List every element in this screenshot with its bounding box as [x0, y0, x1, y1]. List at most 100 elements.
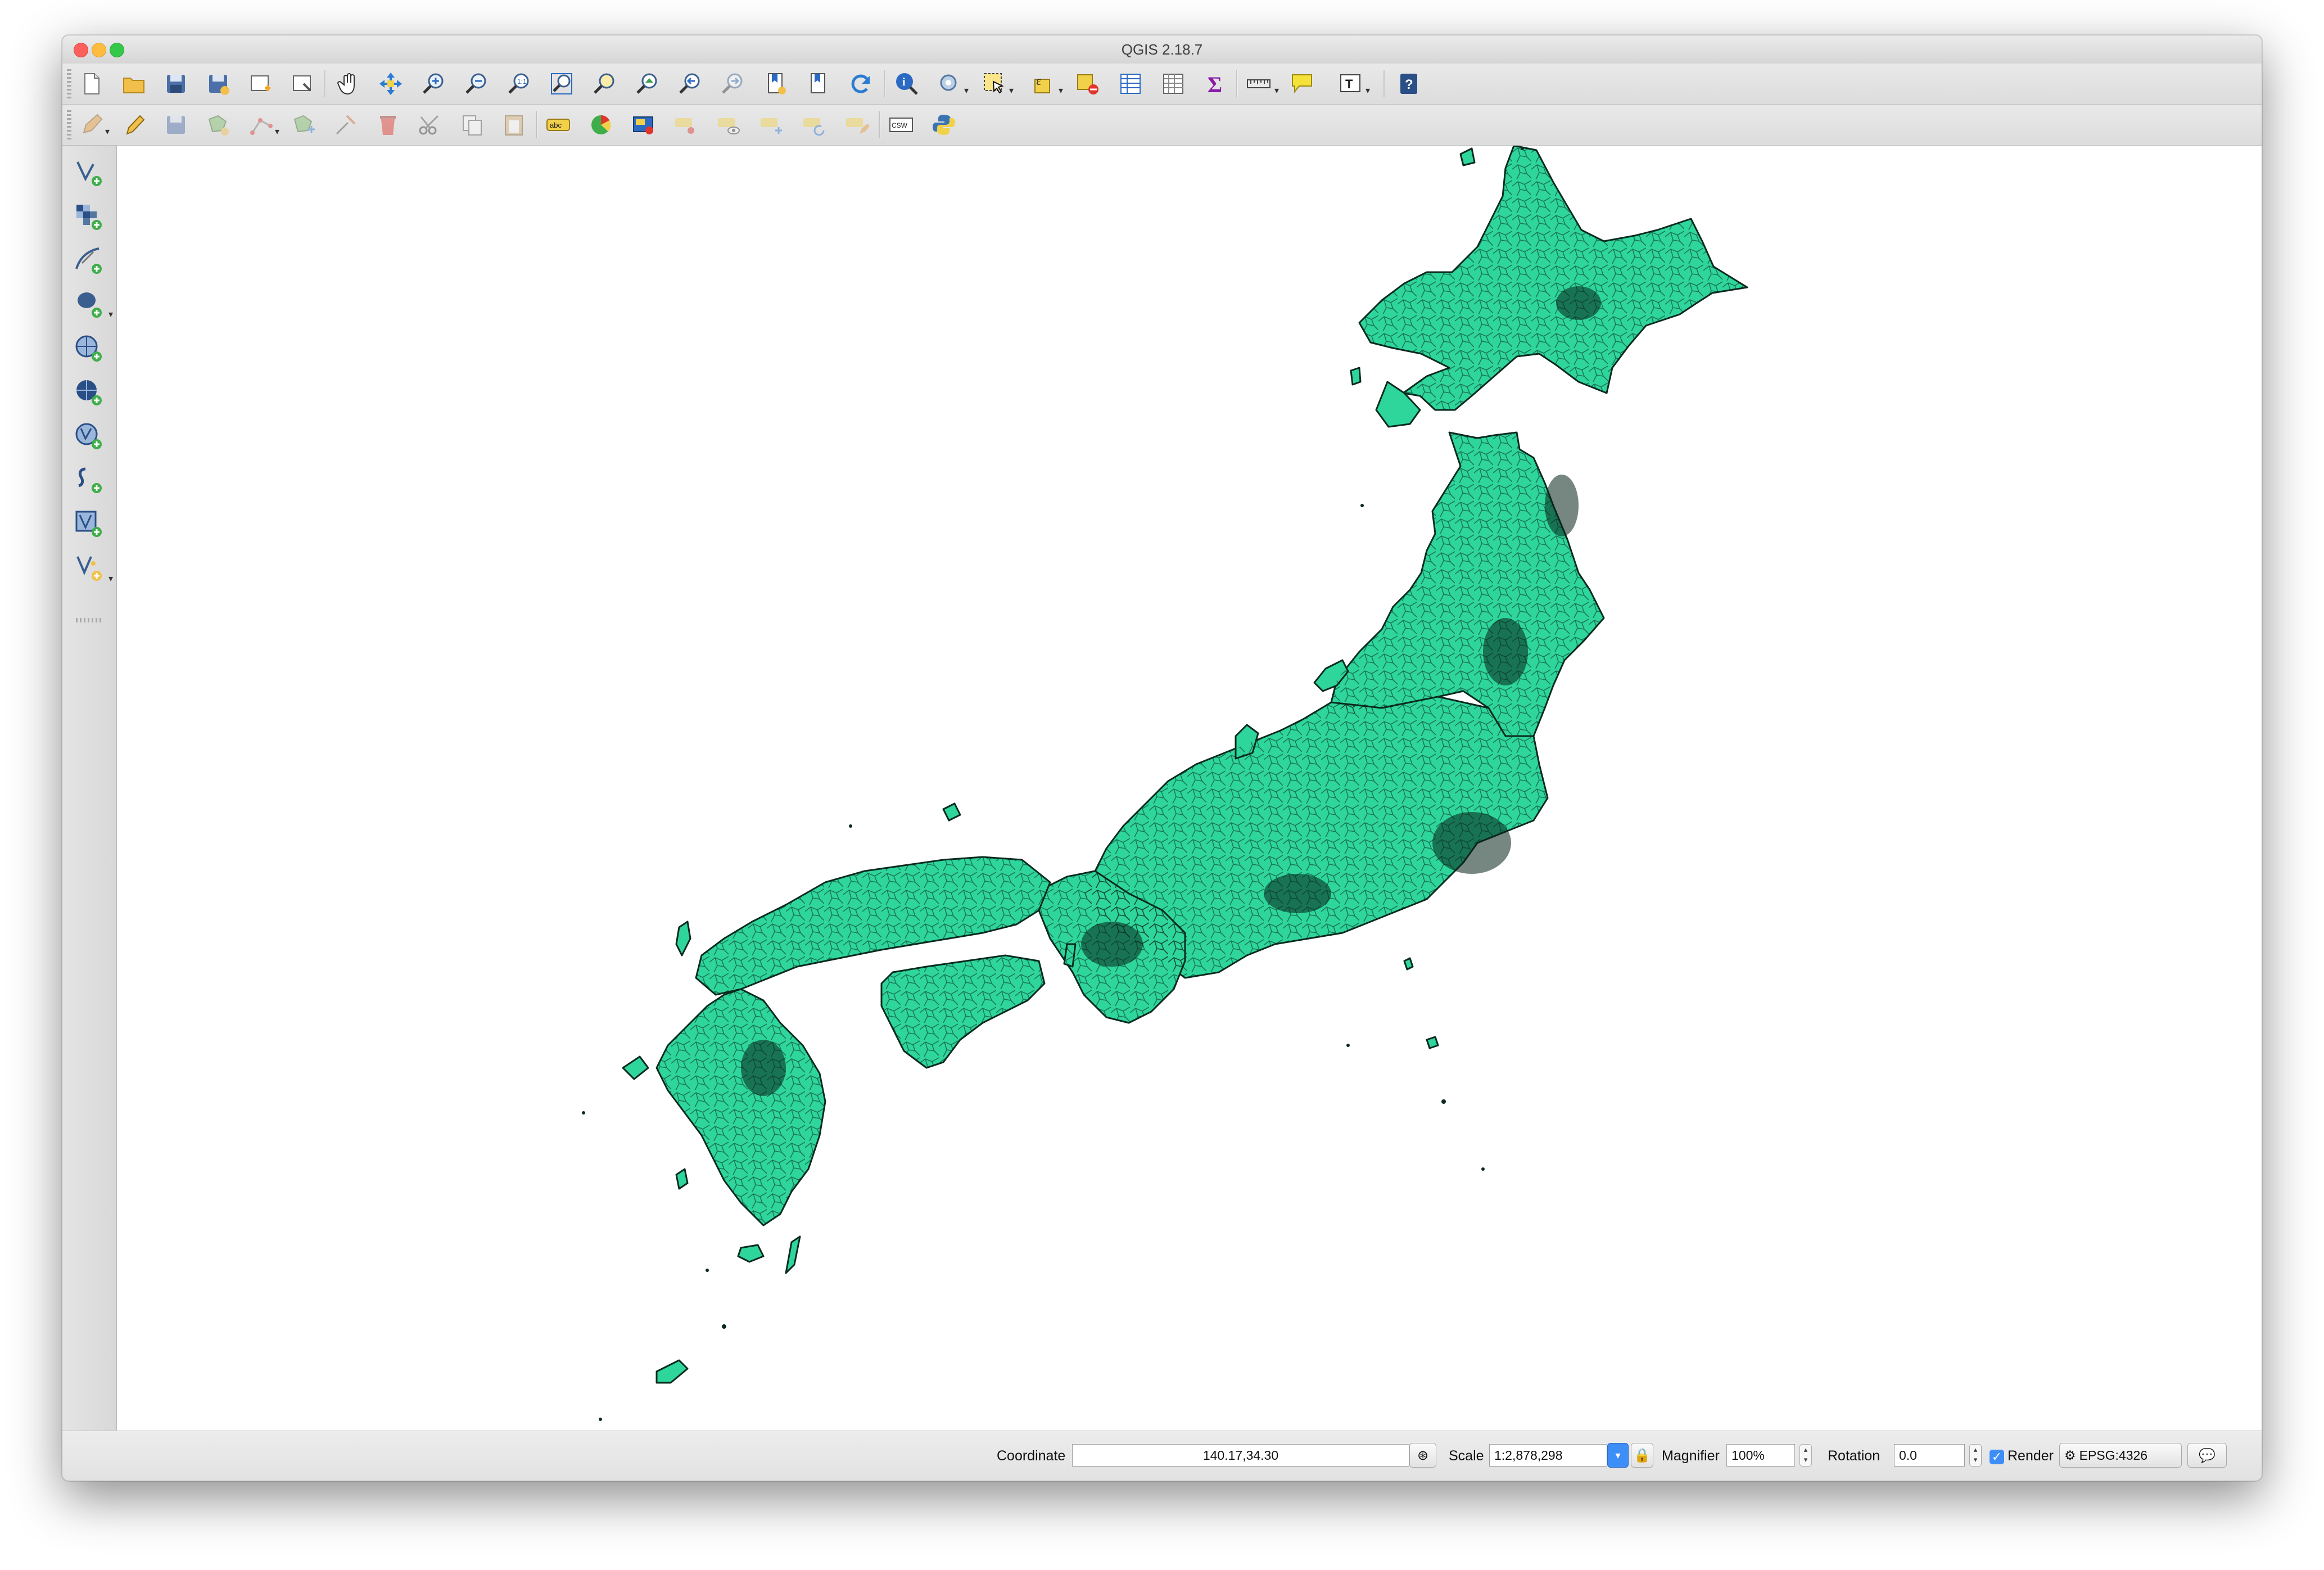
add-postgis-layer-icon[interactable] — [73, 288, 106, 322]
statistics-icon[interactable]: Σ — [1202, 70, 1229, 97]
add-raster-layer-icon[interactable] — [73, 201, 106, 234]
move-feature-icon[interactable] — [290, 111, 317, 138]
goto-islands — [622, 1055, 649, 1080]
chevron-down-icon[interactable]: ▾ — [108, 574, 114, 584]
toggle-extents-icon[interactable]: ⊛ — [1409, 1443, 1436, 1468]
add-spatialite-layer-icon[interactable] — [73, 464, 106, 498]
open-project-icon[interactable] — [120, 70, 147, 97]
chevron-down-icon[interactable]: ▾ — [1274, 86, 1279, 96]
pin-labels-icon[interactable] — [673, 111, 700, 138]
magnifier-stepper[interactable]: ▴ ▾ — [1799, 1444, 1812, 1467]
zoom-actual-icon[interactable]: 1:1 — [505, 70, 532, 97]
close-window-button[interactable] — [74, 43, 88, 57]
refresh-icon[interactable] — [847, 70, 874, 97]
composer-manager-icon[interactable] — [289, 70, 316, 97]
zoom-last-icon[interactable] — [676, 70, 703, 97]
add-wms-layer-icon[interactable] — [73, 332, 106, 366]
chevron-down-icon[interactable]: ▾ — [1009, 86, 1014, 96]
tsushima-island — [675, 921, 691, 957]
izu-islands-south — [1426, 1036, 1439, 1049]
zoom-full-icon[interactable] — [548, 70, 575, 97]
zoom-in-icon[interactable] — [420, 70, 447, 97]
rishiri-island — [1459, 147, 1476, 166]
new-bookmark-icon[interactable] — [762, 70, 789, 97]
field-calculator-icon[interactable] — [1160, 70, 1187, 97]
lock-scale-icon[interactable]: 🔒 — [1631, 1443, 1653, 1468]
run-feature-action-icon[interactable] — [936, 70, 963, 97]
layer-diagram-icon[interactable] — [587, 111, 614, 138]
rotation-stepper[interactable]: ▴ ▾ — [1969, 1444, 1982, 1467]
node-tool-icon[interactable] — [248, 111, 275, 138]
chevron-down-icon[interactable]: ▾ — [275, 127, 280, 137]
layer-labeling-icon[interactable] — [630, 111, 657, 138]
map-tips-icon[interactable] — [1289, 70, 1316, 97]
toolbar-grip[interactable] — [76, 618, 103, 622]
text-annotation-icon[interactable]: T — [1337, 70, 1364, 97]
change-label-icon[interactable] — [844, 111, 871, 138]
add-wcs-layer-icon[interactable] — [73, 376, 106, 410]
magnifier-field[interactable]: 100% — [1726, 1444, 1795, 1467]
show-hide-labels-icon[interactable] — [716, 111, 743, 138]
toolbar-grip[interactable] — [67, 69, 71, 98]
zoom-out-icon[interactable] — [463, 70, 490, 97]
map-canvas[interactable] — [117, 146, 2262, 1431]
chevron-down-icon[interactable]: ▾ — [1366, 86, 1371, 96]
qgis-window: QGIS 2.18.7 — [62, 35, 2262, 1481]
messages-icon[interactable]: 💬 — [2187, 1443, 2227, 1468]
chevron-down-icon[interactable]: ▾ — [964, 86, 969, 96]
copy-features-icon[interactable] — [459, 111, 486, 138]
select-features-icon[interactable] — [981, 70, 1008, 97]
rotate-label-icon[interactable] — [801, 111, 828, 138]
svg-text:T: T — [1345, 77, 1353, 91]
metasearch-icon[interactable]: CSW — [888, 111, 915, 138]
zoom-to-selection-icon[interactable] — [591, 70, 618, 97]
cut-features-icon[interactable] — [417, 111, 444, 138]
scale-dropdown-button[interactable]: ▾ — [1607, 1443, 1629, 1468]
scale-field[interactable]: 1:2,878,298 — [1489, 1444, 1607, 1467]
add-delimited-text-layer-icon[interactable] — [73, 245, 106, 278]
crs-status-button[interactable]: ⚙ EPSG:4326 — [2059, 1443, 2182, 1468]
minimize-window-button[interactable] — [92, 43, 106, 57]
python-console-icon[interactable] — [930, 111, 957, 138]
identify-icon[interactable]: i — [893, 70, 920, 97]
add-wfs-layer-icon[interactable] — [73, 420, 106, 454]
move-label-icon[interactable] — [758, 111, 785, 138]
deselect-all-icon[interactable] — [1074, 70, 1101, 97]
toolbar-separator — [324, 70, 326, 97]
rotation-field[interactable]: 0.0 — [1894, 1444, 1965, 1467]
coordinate-label: Coordinate — [997, 1448, 1066, 1464]
current-edits-icon[interactable] — [78, 111, 105, 138]
pan-to-selection-icon[interactable] — [377, 70, 404, 97]
delete-selected-icon[interactable] — [374, 111, 401, 138]
add-feature-icon[interactable] — [205, 111, 232, 138]
attribute-table-icon[interactable] — [1117, 70, 1144, 97]
coordinate-field[interactable]: 140.17,34.30 — [1072, 1444, 1409, 1467]
maximize-window-button[interactable] — [110, 43, 124, 57]
show-bookmarks-icon[interactable] — [804, 70, 831, 97]
new-shapefile-layer-icon[interactable] — [73, 552, 106, 585]
chevron-down-icon[interactable]: ▾ — [105, 127, 110, 137]
render-checkbox[interactable]: ✓ — [1990, 1450, 2004, 1464]
new-project-icon[interactable] — [78, 70, 105, 97]
measure-icon[interactable] — [1245, 70, 1272, 97]
save-project-icon[interactable] — [162, 70, 189, 97]
toggle-editing-icon[interactable] — [120, 111, 147, 138]
digitize-icon[interactable] — [332, 111, 359, 138]
add-virtual-layer-icon[interactable] — [73, 508, 106, 542]
zoom-next-icon[interactable] — [719, 70, 746, 97]
save-layer-edits-icon[interactable] — [162, 111, 189, 138]
japan-municipalities-layer — [582, 146, 1748, 1421]
paste-features-icon[interactable] — [501, 111, 528, 138]
primary-toolbar: 1:1 i ▾ — [62, 64, 2262, 105]
toolbar-grip[interactable] — [67, 110, 71, 139]
chevron-down-icon[interactable]: ▾ — [1059, 86, 1064, 96]
zoom-to-layer-icon[interactable] — [634, 70, 661, 97]
new-print-composer-icon[interactable] — [247, 70, 274, 97]
label-tool-icon[interactable]: abc — [545, 111, 572, 138]
pan-icon[interactable] — [335, 70, 362, 97]
chevron-down-icon[interactable]: ▾ — [108, 310, 114, 319]
save-as-icon[interactable] — [205, 70, 232, 97]
select-by-expression-icon[interactable]: ε — [1030, 70, 1057, 97]
help-icon[interactable]: ? — [1396, 70, 1423, 97]
add-vector-layer-icon[interactable] — [73, 157, 106, 191]
